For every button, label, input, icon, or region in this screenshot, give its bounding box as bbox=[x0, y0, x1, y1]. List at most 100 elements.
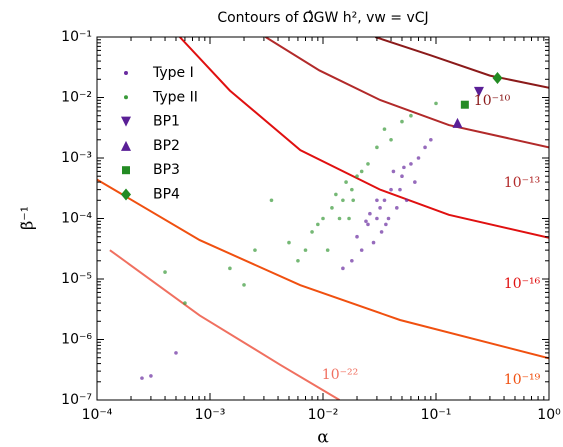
point bbox=[350, 187, 354, 192]
point bbox=[296, 258, 300, 263]
point bbox=[404, 198, 409, 203]
y-tick-label: 10⁻⁷ bbox=[61, 392, 92, 408]
point bbox=[334, 192, 338, 197]
point bbox=[375, 145, 379, 150]
legend-swatch bbox=[122, 166, 130, 175]
point bbox=[303, 248, 308, 252]
point bbox=[492, 72, 503, 85]
point-layer bbox=[140, 72, 503, 380]
x-tick-label: 10⁻³ bbox=[195, 407, 226, 423]
point bbox=[382, 127, 387, 131]
point bbox=[337, 216, 342, 221]
point bbox=[364, 219, 368, 224]
point bbox=[409, 113, 413, 118]
point bbox=[269, 198, 274, 203]
point bbox=[366, 222, 370, 227]
point bbox=[174, 351, 178, 355]
point bbox=[287, 240, 291, 245]
y-tick-label: 10⁻⁴ bbox=[61, 211, 92, 227]
contour-label: 10⁻¹⁶ bbox=[504, 276, 541, 292]
point bbox=[350, 258, 354, 263]
legend-label: BP4 bbox=[153, 187, 180, 203]
contour-line bbox=[264, 37, 549, 149]
legend-swatch bbox=[124, 95, 128, 100]
point bbox=[321, 216, 325, 221]
legend-swatch bbox=[121, 116, 131, 127]
y-tick-label: 10⁻¹ bbox=[61, 29, 92, 45]
point bbox=[434, 101, 438, 106]
legend-swatch bbox=[121, 140, 131, 151]
contour-line bbox=[109, 249, 341, 400]
point bbox=[140, 376, 144, 380]
y-tick-label: 10⁻² bbox=[61, 90, 92, 106]
point bbox=[423, 145, 427, 150]
point bbox=[351, 198, 355, 203]
point bbox=[316, 222, 320, 227]
point bbox=[378, 206, 382, 210]
point bbox=[382, 198, 387, 203]
point bbox=[355, 174, 359, 179]
y-tick-label: 10⁻³ bbox=[61, 150, 92, 166]
point bbox=[330, 206, 334, 210]
x-axis-label: α bbox=[317, 428, 329, 447]
point bbox=[375, 216, 379, 221]
point bbox=[359, 248, 364, 252]
point bbox=[183, 301, 187, 305]
contour-line bbox=[179, 37, 549, 239]
point bbox=[325, 248, 330, 252]
x-tick-label: 10⁻⁴ bbox=[82, 407, 113, 423]
point bbox=[416, 156, 421, 160]
legend-label: BP2 bbox=[153, 138, 180, 154]
point bbox=[228, 266, 232, 271]
point bbox=[163, 270, 167, 274]
point bbox=[389, 187, 393, 192]
x-tick-label: 10⁻¹ bbox=[421, 407, 452, 423]
point bbox=[400, 174, 404, 179]
point bbox=[347, 216, 351, 221]
point bbox=[366, 162, 370, 166]
contour-label: 10⁻¹⁰ bbox=[474, 93, 511, 109]
point bbox=[149, 374, 153, 378]
point bbox=[368, 211, 372, 216]
point bbox=[359, 169, 364, 174]
legend-label: BP3 bbox=[153, 162, 180, 178]
legend-label: BP1 bbox=[153, 114, 180, 130]
point bbox=[341, 198, 345, 203]
point bbox=[395, 206, 399, 210]
point bbox=[355, 234, 359, 239]
y-tick-label: 10⁻⁵ bbox=[61, 271, 92, 287]
x-tick-label: 10⁰ bbox=[537, 407, 561, 423]
chart-title: Contours of Ω̂GW h², vw = vCJ bbox=[217, 10, 428, 26]
legend-swatch bbox=[121, 188, 131, 201]
point bbox=[253, 248, 257, 252]
point bbox=[371, 240, 376, 245]
point bbox=[398, 187, 402, 192]
point bbox=[429, 137, 433, 142]
point bbox=[379, 230, 384, 234]
point bbox=[344, 180, 348, 184]
point bbox=[341, 266, 345, 271]
contour-line bbox=[374, 37, 549, 89]
point bbox=[409, 162, 413, 166]
point bbox=[310, 230, 314, 234]
contour-label: 10⁻¹³ bbox=[504, 175, 540, 191]
point bbox=[384, 222, 388, 227]
point bbox=[375, 198, 379, 203]
contour-layer bbox=[97, 37, 549, 400]
point bbox=[400, 119, 404, 124]
x-tick-label: 10⁻² bbox=[308, 407, 339, 423]
contour-label: 10⁻¹⁹ bbox=[504, 372, 541, 388]
contour-label: 10⁻²² bbox=[322, 367, 358, 383]
point bbox=[460, 100, 469, 109]
legend-label: Type I bbox=[152, 65, 194, 81]
point bbox=[389, 137, 393, 142]
point bbox=[391, 169, 396, 174]
legend-swatch bbox=[124, 71, 128, 75]
point bbox=[242, 283, 246, 287]
point bbox=[386, 216, 391, 221]
point bbox=[473, 86, 484, 97]
y-tick-label: 10⁻⁶ bbox=[61, 332, 92, 348]
point bbox=[452, 117, 463, 128]
